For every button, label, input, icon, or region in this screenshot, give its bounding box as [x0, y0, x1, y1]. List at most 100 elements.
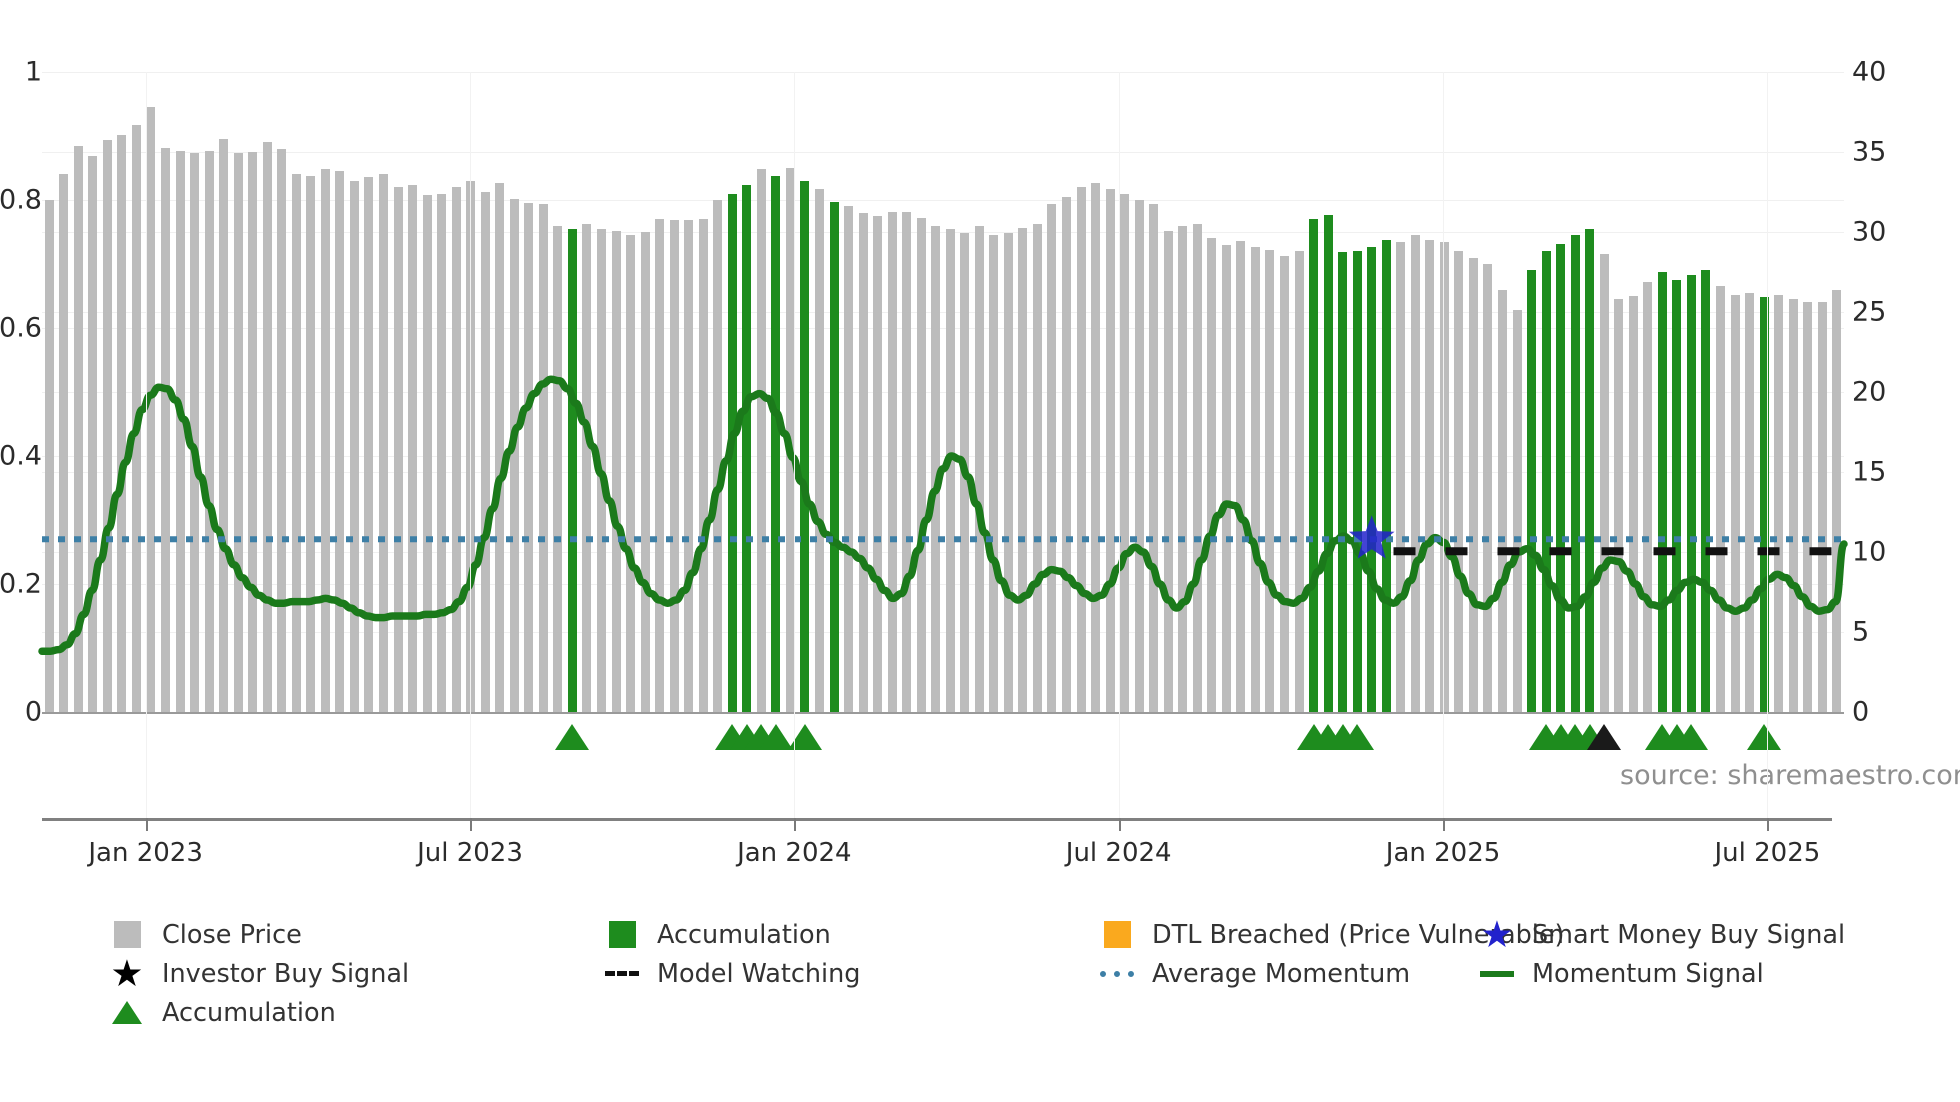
- legend-item-average-momentum[interactable]: Average Momentum: [1100, 959, 1410, 989]
- legend-item-dtl-breached[interactable]: DTL Breached (Price Vulnerable): [1100, 920, 1565, 950]
- close-price-bar: [1250, 246, 1260, 712]
- accumulation-triangle-icon: [787, 724, 822, 750]
- close-price-bar: [364, 176, 374, 712]
- accumulation-bar: [1570, 235, 1580, 712]
- close-price-bar: [756, 169, 766, 712]
- legend-label: Close Price: [162, 919, 302, 950]
- close-price-bar: [1091, 182, 1101, 712]
- close-price-bar: [945, 229, 955, 712]
- close-price-bar: [1643, 281, 1653, 712]
- legend-item-close-price[interactable]: Close Price: [110, 920, 302, 950]
- close-price-bar: [219, 138, 229, 712]
- close-price-bar: [698, 219, 708, 712]
- close-price-bar: [553, 225, 563, 712]
- close-price-bar: [1076, 187, 1086, 712]
- close-price-bar: [509, 198, 519, 712]
- legend-item-momentum-signal[interactable]: Momentum Signal: [1480, 959, 1764, 989]
- close-price-bar: [59, 174, 69, 712]
- close-price-bar: [1265, 249, 1275, 712]
- close-price-bar: [495, 182, 505, 712]
- close-price-bar: [684, 220, 694, 712]
- close-price-bar: [335, 170, 345, 712]
- x-gridline: [1767, 72, 1769, 818]
- close-price-bar: [1468, 257, 1478, 712]
- close-price-bar: [1149, 203, 1159, 712]
- legend-label: Momentum Signal: [1532, 958, 1764, 989]
- close-price-bar: [1628, 296, 1638, 712]
- y-left-tick-label: 0.2: [0, 568, 42, 600]
- close-price-bar: [73, 145, 83, 712]
- accumulation-bar: [771, 175, 781, 712]
- close-price-bar: [1018, 227, 1028, 712]
- close-price-bar: [902, 211, 912, 712]
- legend-item-model-watching[interactable]: Model Watching: [605, 959, 861, 989]
- close-price-bar: [931, 225, 941, 712]
- legend-item-investor-buy[interactable]: ★ Investor Buy Signal: [110, 955, 410, 992]
- investor-buy-triangle-icon: [1587, 724, 1622, 750]
- y-right-tick-label: 35: [1852, 136, 1887, 168]
- close-price-bar: [582, 224, 592, 712]
- close-price-bar: [408, 184, 418, 712]
- legend-item-accumulation-marker[interactable]: Accumulation: [110, 998, 336, 1028]
- close-price-bar: [1425, 239, 1435, 712]
- close-price-bar: [858, 212, 868, 712]
- close-price-bar: [1236, 240, 1246, 712]
- close-price-bar: [1774, 294, 1784, 712]
- close-price-bar: [974, 225, 984, 712]
- x-tick: [469, 818, 472, 831]
- close-price-bar: [437, 194, 447, 712]
- blue-star-icon: ★: [1480, 913, 1514, 956]
- accumulation-triangle-icon: [1747, 724, 1782, 750]
- close-price-bar: [626, 235, 636, 712]
- x-tick: [794, 818, 797, 831]
- close-price-bar: [204, 151, 214, 712]
- y-right-tick-label: 10: [1852, 536, 1887, 568]
- y-right-tick-label: 40: [1852, 56, 1887, 88]
- close-price-bar: [451, 187, 461, 712]
- close-price-bar: [146, 107, 156, 712]
- close-price-bar: [88, 156, 98, 712]
- close-price-bar: [1134, 200, 1144, 712]
- legend-item-smart-money[interactable]: ★ Smart Money Buy Signal: [1480, 913, 1845, 956]
- y-right-tick-label: 5: [1852, 616, 1870, 648]
- close-price-bar: [480, 192, 490, 712]
- x-gridline: [469, 72, 471, 818]
- close-price-bar: [611, 231, 621, 712]
- green-line-icon: [1480, 970, 1514, 977]
- close-price-bar: [262, 142, 272, 712]
- close-price-bar: [1221, 244, 1231, 712]
- x-axis-line: [42, 818, 1832, 821]
- close-price-bar: [306, 175, 316, 712]
- x-tick: [1767, 818, 1770, 831]
- legend-label: Investor Buy Signal: [162, 958, 410, 989]
- accumulation-triangle-icon: [1674, 724, 1709, 750]
- close-price-bar: [175, 150, 185, 712]
- close-price-bar: [1192, 224, 1202, 712]
- accumulation-bar: [829, 201, 839, 712]
- close-price-bar: [1803, 302, 1813, 712]
- gridline: [42, 328, 1844, 329]
- accumulation-bar: [1527, 270, 1537, 712]
- close-price-bar: [131, 125, 141, 712]
- legend-label: Accumulation: [162, 997, 336, 1028]
- gridline: [42, 152, 1844, 153]
- close-price-bar: [814, 189, 824, 712]
- y-left-tick-label: 0.4: [0, 440, 42, 472]
- close-price-bar: [117, 134, 127, 712]
- accumulation-bar: [1309, 219, 1319, 712]
- close-price-bar: [873, 216, 883, 712]
- close-price-bar: [1032, 224, 1042, 712]
- y-right-tick-label: 15: [1852, 456, 1887, 488]
- close-price-bar: [844, 206, 854, 712]
- gray-square-icon: [113, 921, 141, 948]
- close-price-bar: [1003, 232, 1013, 712]
- accumulation-bar: [1657, 271, 1667, 712]
- green-triangle-icon: [112, 1001, 142, 1024]
- x-tick-label: Jan 2023: [88, 838, 203, 868]
- x-tick: [1443, 818, 1446, 831]
- close-price-bar: [1410, 235, 1420, 712]
- x-tick: [1118, 818, 1121, 831]
- blue-dotted-line-icon: [1100, 970, 1134, 977]
- legend-item-accumulation-bar[interactable]: Accumulation: [605, 920, 831, 950]
- close-price-bar: [1396, 241, 1406, 712]
